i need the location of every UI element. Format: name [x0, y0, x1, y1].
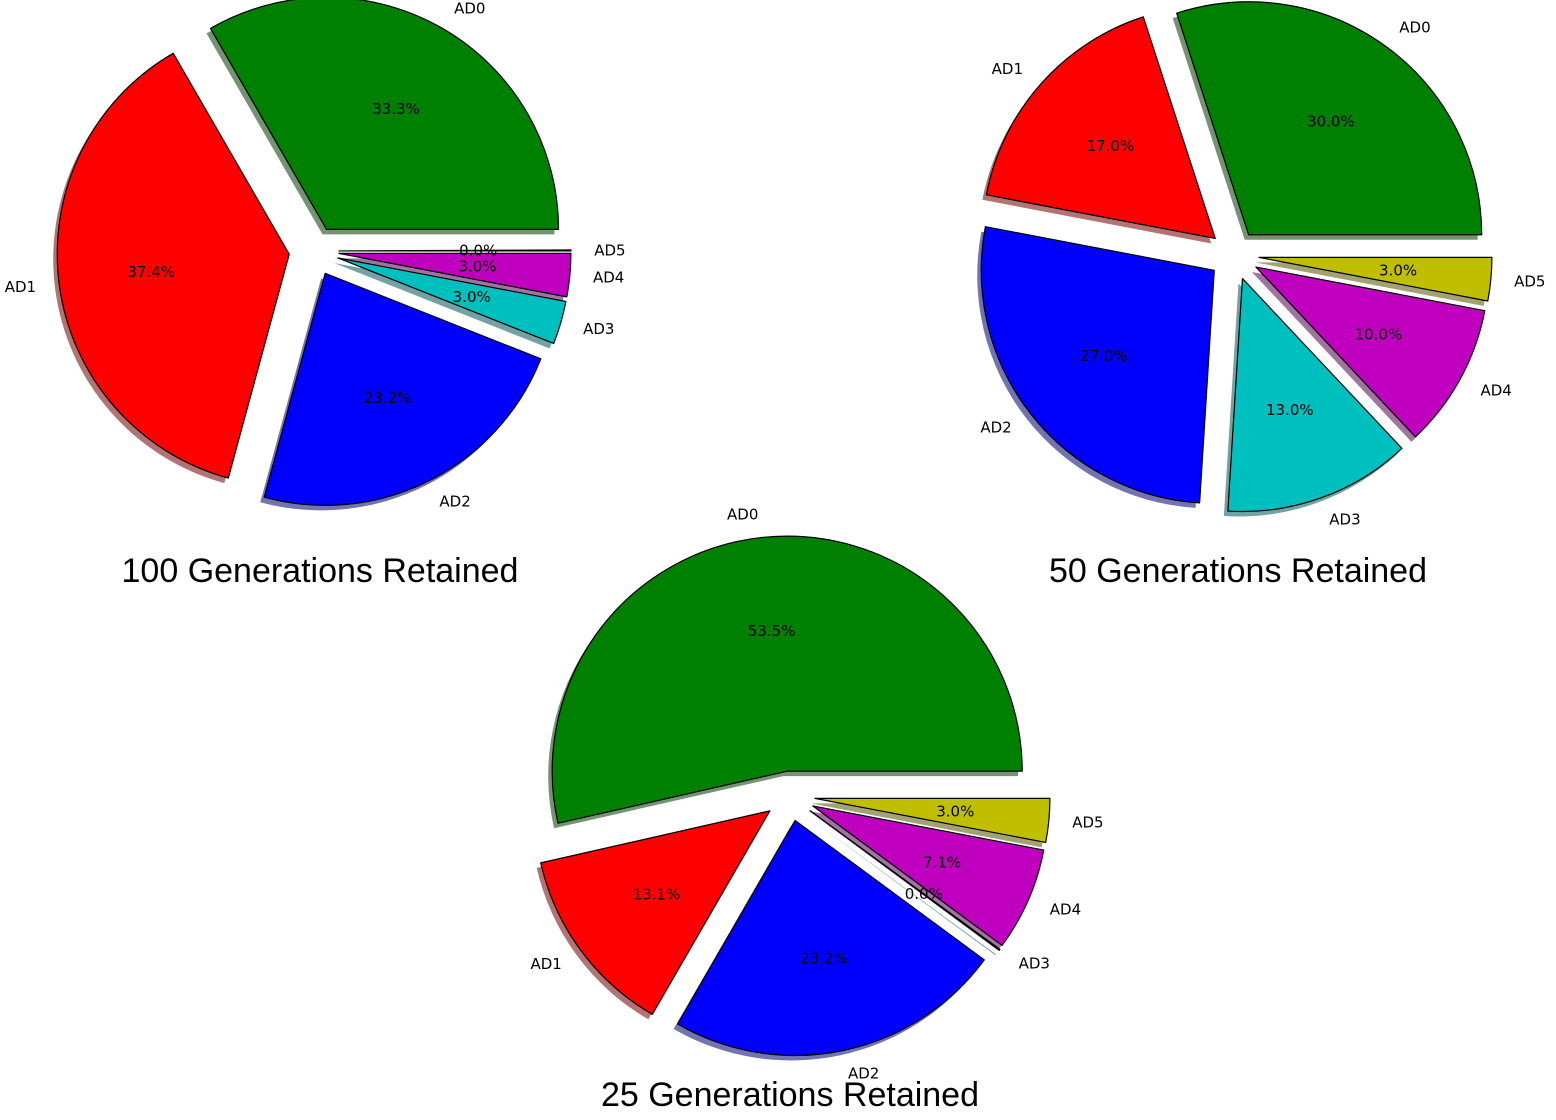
- pie-percent-label: 23.2%: [364, 389, 412, 407]
- pie-slice-ad3: [809, 810, 1001, 951]
- chart-title: 50 Generations Retained: [1049, 552, 1427, 590]
- pie-percent-label: 53.5%: [748, 622, 796, 640]
- pie-slice-ad3: [1227, 277, 1403, 513]
- pie-slice-ad2: [980, 226, 1215, 504]
- pie-category-label: AD5: [594, 241, 625, 259]
- pie-slice-ad1: [56, 52, 290, 479]
- pie-chart-50-generations: 30.0% AD0 17.0% AD1 27.0% AD2 13.0% AD3 10.0% AD4…: [977, 1, 1545, 590]
- pie-slice-ad4: [338, 252, 572, 298]
- pie-slice-ad1: [985, 16, 1216, 240]
- pie-percent-label: 13.0%: [1266, 401, 1314, 419]
- pie-percent-label: 0.0%: [905, 885, 943, 903]
- chart-title: 100 Generations Retained: [122, 552, 519, 590]
- pie-percent-label: 33.3%: [372, 100, 420, 118]
- pie-percent-label: 3.0%: [936, 803, 974, 821]
- pie-percent-label: 10.0%: [1355, 325, 1403, 343]
- pie-category-label: AD3: [1019, 955, 1050, 973]
- pie-category-label: AD5: [1514, 273, 1545, 291]
- pie-category-label: AD3: [583, 320, 614, 338]
- pie-percent-label: 0.0%: [459, 242, 497, 260]
- pie-percent-label: 7.1%: [923, 854, 961, 872]
- pie-slice-ad2: [677, 819, 985, 1057]
- pie-chart-100-generations: 33.3% AD0 37.4% AD1 23.2% AD2 3.0% AD3 3.0% AD4 0.…: [5, 0, 626, 590]
- pie-category-label: AD1: [5, 278, 36, 296]
- pie-category-label: AD1: [992, 60, 1023, 78]
- pie-category-label: AD2: [439, 493, 470, 511]
- pie-slice-ad0: [551, 535, 1023, 824]
- pie-slice-ad5: [1258, 256, 1493, 302]
- pie-slice-ad0: [209, 0, 560, 230]
- pie-category-label: AD4: [1050, 901, 1081, 919]
- pie-slice-ad4: [1255, 266, 1486, 438]
- pie-category-label: AD3: [1329, 511, 1360, 529]
- pie-category-label: AD0: [1399, 18, 1430, 36]
- pie-percent-label: 3.0%: [1379, 262, 1417, 280]
- pie-slice-ad4: [812, 805, 1045, 947]
- pie-percent-label: 17.0%: [1087, 137, 1135, 155]
- pie-slice-ad0: [1176, 1, 1483, 236]
- pie-percent-label: 30.0%: [1307, 113, 1355, 131]
- chart-title: 25 Generations Retained: [601, 1076, 979, 1114]
- pie-slice-shadow: [806, 815, 996, 956]
- pie-slice-ad5: [814, 797, 1051, 844]
- pie-category-label: AD0: [727, 505, 758, 523]
- pie-percent-label: 3.0%: [458, 258, 496, 276]
- pie-percent-label: 13.1%: [633, 886, 681, 904]
- pie-percent-label: 27.0%: [1080, 347, 1128, 365]
- pie-percent-label: 23.2%: [800, 950, 848, 968]
- pie-slice-ad5: [338, 249, 572, 252]
- pie-category-label: AD0: [454, 0, 485, 17]
- pie-category-label: AD4: [1481, 382, 1512, 400]
- pie-chart-25-generations: 53.5% AD0 13.1% AD1 23.2% AD2 0.0% AD3 7.1% AD4 3.…: [530, 505, 1103, 1114]
- pie-percent-label: 37.4%: [127, 263, 175, 281]
- pie-category-label: AD2: [980, 418, 1011, 436]
- pie-category-label: AD2: [848, 1065, 879, 1083]
- pie-category-label: AD4: [593, 268, 624, 286]
- pie-slice-shadow: [334, 262, 562, 349]
- pie-slice-ad1: [540, 810, 771, 1015]
- pie-percent-label: 3.0%: [453, 288, 491, 306]
- pie-category-label: AD5: [1072, 814, 1103, 832]
- pie-category-label: AD1: [530, 955, 561, 973]
- pie-slice-ad2: [263, 272, 542, 506]
- pie-slice-ad3: [337, 257, 567, 345]
